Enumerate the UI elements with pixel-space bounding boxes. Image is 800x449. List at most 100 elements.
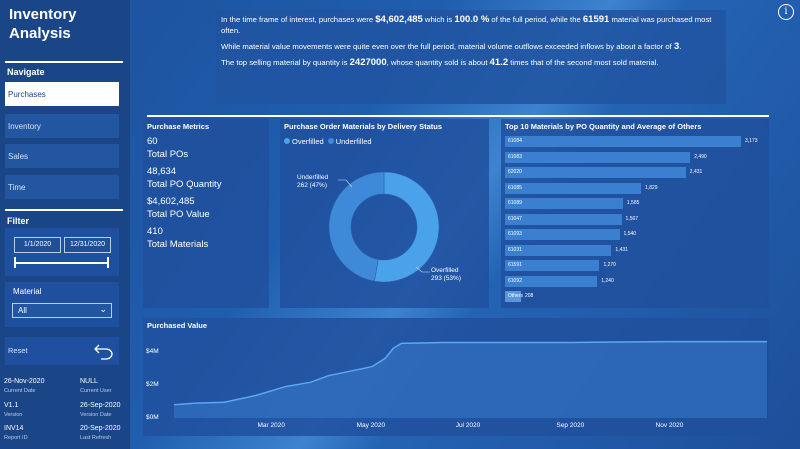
- delivery-status-donut[interactable]: [280, 119, 489, 308]
- purchased-value-card: Purchased Value $4M $2M $0M Mar 2020 May 20…: [143, 318, 769, 436]
- chevron-down-icon: ⌄: [99, 304, 107, 314]
- narrative-paragraph-2: While material value movements were quit…: [221, 41, 682, 52]
- current-date-value: 26-Nov-2020: [4, 378, 45, 385]
- bar-category-label: 61092: [508, 277, 522, 284]
- slider-handle-start[interactable]: [14, 257, 16, 268]
- bar-61084[interactable]: 61084 3,173: [505, 136, 758, 147]
- delivery-status-card: Purchase Order Materials by Delivery Sta…: [280, 119, 489, 308]
- last-refresh-label: Last Refresh: [80, 435, 112, 441]
- report-id-label: Report ID: [4, 435, 28, 441]
- purchased-value-line-chart[interactable]: [143, 318, 769, 436]
- nav-item-purchases[interactable]: Purchases: [5, 82, 119, 106]
- bar-value-label: 1,270: [603, 262, 616, 268]
- bar-category-label: 61591: [508, 262, 522, 268]
- sidebar: Inventory Analysis Navigate Purchases In…: [0, 0, 130, 449]
- bar-category-label: 61083: [508, 153, 522, 160]
- nav-item-label: Sales: [8, 152, 29, 161]
- material-dropdown-value: All: [18, 306, 27, 315]
- filter-heading: Filter: [7, 216, 30, 226]
- y-tick-label: $0M: [146, 414, 159, 421]
- smart-narrative: In the time frame of interest, purchases…: [216, 10, 726, 104]
- nav-item-time[interactable]: Time: [5, 175, 119, 199]
- current-user-value: NULL: [80, 378, 98, 385]
- report-id-value: INV14: [4, 425, 24, 432]
- x-tick-label: May 2020: [356, 422, 386, 429]
- date-start-input[interactable]: 1/1/2020: [14, 237, 61, 253]
- nav-item-sales[interactable]: Sales: [5, 144, 119, 168]
- bar-value-label: 1,585: [626, 200, 640, 206]
- total-materials-label: Total Materials: [147, 239, 209, 250]
- x-tick-label: Jul 2020: [455, 422, 481, 429]
- bar-category-label: Others: [508, 293, 524, 299]
- bar-value-label: 3,173: [745, 138, 758, 144]
- current-user-label: Current User: [80, 388, 112, 394]
- info-icon[interactable]: i: [778, 4, 794, 20]
- nav-item-label: Purchases: [8, 90, 46, 99]
- purchased-value-title: Purchased Value: [147, 321, 208, 330]
- legend-label-overfilled: Overfilled: [292, 137, 324, 146]
- bar-61093[interactable]: 61093 1,540: [505, 229, 636, 240]
- version-label: Version: [4, 412, 23, 418]
- version-date-value: 26-Sep-2020: [80, 402, 121, 409]
- bar-62020[interactable]: 62020 2,431: [505, 167, 702, 178]
- donut-slice-overfilled[interactable]: [374, 171, 440, 283]
- purchased-value-line[interactable]: [173, 340, 767, 406]
- bar-61047[interactable]: 61047 1,567: [505, 213, 638, 225]
- page-divider: [147, 115, 769, 117]
- bar-61085[interactable]: 61085 1,829: [505, 182, 658, 194]
- legend-marker-underfilled: [327, 138, 334, 144]
- date-range-slider[interactable]: [14, 262, 109, 264]
- bar-value-label: 1,540: [623, 231, 637, 237]
- total-po-quantity-label: Total PO Quantity: [147, 179, 222, 190]
- undo-icon: [93, 340, 115, 365]
- total-po-value-label: Total PO Value: [147, 209, 210, 220]
- overfilled-data-label-value: 293 (53%): [431, 275, 461, 282]
- narrative-paragraph-1: In the time frame of interest, purchases…: [221, 14, 712, 35]
- total-pos-label: Total POs: [147, 149, 189, 160]
- app-title-line2: Analysis: [9, 25, 71, 42]
- legend-overfilled[interactable]: Overfilled: [284, 137, 324, 146]
- app-title-line1: Inventory: [9, 6, 77, 23]
- y-tick-label: $4M: [146, 347, 159, 355]
- reset-button[interactable]: Reset: [5, 337, 119, 365]
- bar-category-label: 61084: [508, 138, 522, 144]
- total-pos-value: 60: [147, 136, 158, 147]
- bar-value-label: 2,431: [689, 169, 703, 175]
- legend-marker-overfilled: [284, 138, 290, 144]
- legend-label-underfilled: Underfilled: [335, 137, 372, 146]
- current-date-label: Current Date: [4, 388, 36, 394]
- legend-underfilled[interactable]: Underfilled: [327, 137, 372, 146]
- top10-materials-title: Top 10 Materials by PO Quantity and Aver…: [505, 122, 702, 131]
- bar-category-label: 61047: [508, 215, 522, 222]
- bar-value-label: 1,431: [615, 246, 628, 253]
- top10-materials-card: Top 10 Materials by PO Quantity and Aver…: [501, 119, 769, 308]
- version-value: V1.1: [4, 402, 19, 409]
- navigate-divider: [5, 61, 123, 63]
- filter-divider: [5, 209, 123, 211]
- version-date-label: Version Date: [80, 412, 112, 418]
- donut-slice-underfilled[interactable]: [328, 171, 385, 282]
- nav-item-inventory[interactable]: Inventory: [5, 114, 119, 138]
- date-end-input[interactable]: 12/31/2020: [64, 237, 111, 253]
- bar-category-label: 61093: [508, 231, 522, 237]
- bar-61591[interactable]: 61591 1,270: [505, 260, 616, 271]
- last-refresh-value: 20-Sep-2020: [80, 425, 121, 432]
- material-dropdown[interactable]: All ⌄: [12, 303, 112, 318]
- bar-61083[interactable]: 61083 2,490: [505, 151, 707, 163]
- overfilled-data-label-name: Overfilled: [431, 267, 459, 274]
- total-po-quantity-value: 48,634: [147, 166, 177, 177]
- bar-61089[interactable]: 61089 1,585: [505, 198, 639, 209]
- bar-value-label: 1,829: [645, 184, 658, 191]
- underfilled-data-label-value: 262 (47%): [297, 182, 327, 189]
- slider-handle-end[interactable]: [107, 257, 109, 268]
- x-tick-label: Sep 2020: [556, 422, 585, 429]
- bar-value-label: 208: [525, 293, 534, 299]
- bar-others[interactable]: Others 208: [505, 291, 533, 302]
- bar-61092[interactable]: 61092 1,240: [505, 275, 614, 287]
- navigate-heading: Navigate: [7, 67, 45, 77]
- x-tick-label: Mar 2020: [257, 422, 285, 429]
- underfilled-data-label-name: Underfilled: [297, 174, 329, 181]
- bar-61031[interactable]: 61031 1,431: [505, 244, 628, 256]
- purchased-value-area: [174, 341, 767, 418]
- nav-item-label: Inventory: [8, 122, 41, 131]
